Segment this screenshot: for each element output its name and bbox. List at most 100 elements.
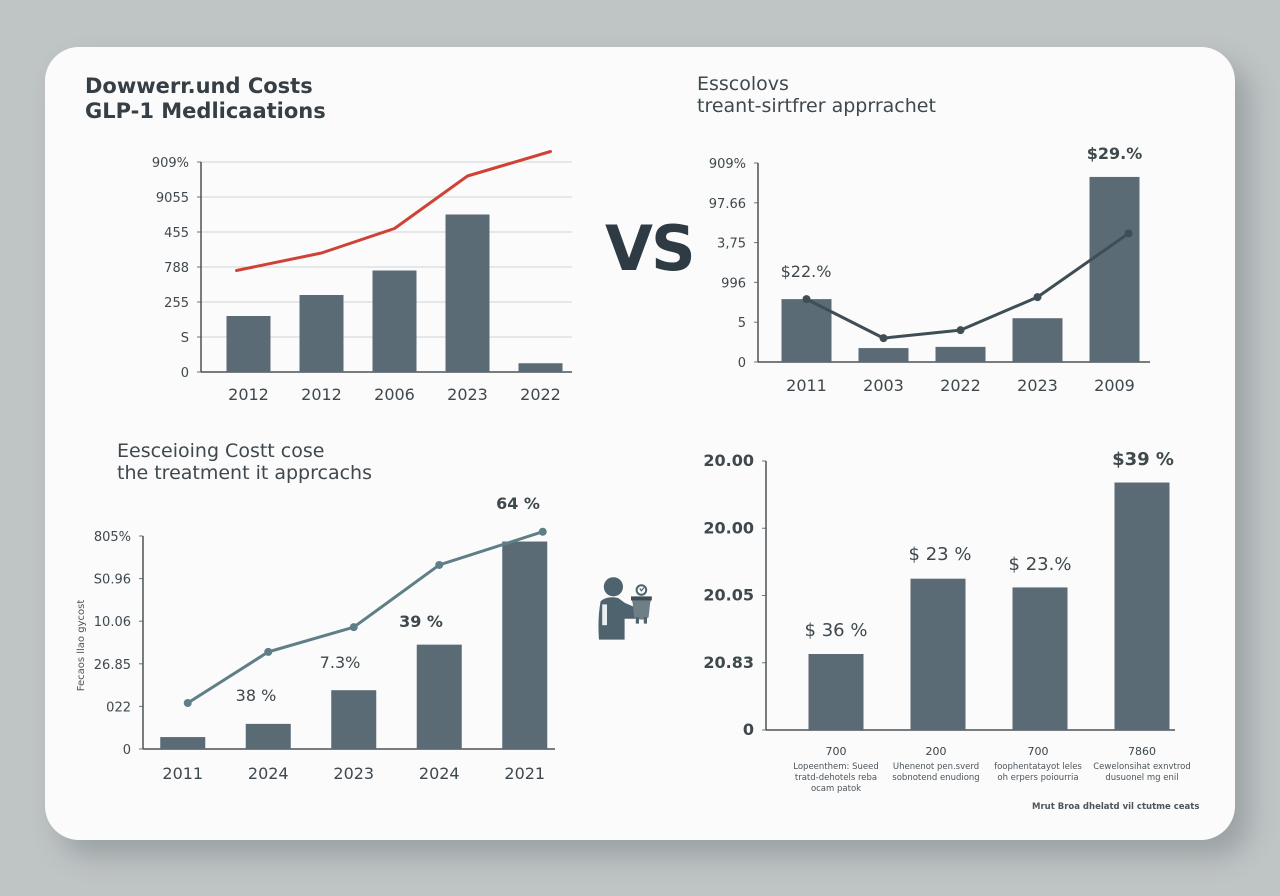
bar	[226, 316, 271, 372]
x-tick-label: 2023	[333, 764, 374, 783]
x-tick-label: 2012	[228, 385, 269, 404]
y-tick-label: 909%	[709, 157, 746, 172]
y-tick-label: 97.66	[709, 197, 746, 212]
y-tick-label: 0	[743, 720, 754, 739]
chart-title-bottom-left: Eesceioing Costt cose the treatment it a…	[117, 440, 372, 485]
x-tick-label: 2006	[374, 385, 415, 404]
x-tick-label: 2011	[786, 376, 827, 395]
category-value: 7860	[1128, 745, 1156, 758]
category-value: 700	[1027, 745, 1049, 758]
y-tick-label: 3,75	[717, 237, 746, 252]
bar	[245, 723, 291, 749]
y-tick-label: 909%	[152, 156, 189, 171]
data-label: $22.%	[781, 262, 832, 281]
trend-point	[264, 647, 273, 656]
bar	[1012, 587, 1068, 730]
y-tick-label: 788	[164, 261, 189, 276]
category-note-2: 200 Uhenenot pen.sverd sobnotend enudion…	[868, 745, 1004, 784]
title-line-2: treant-sirtfrer apprrachet	[697, 95, 936, 118]
y-tick-label: 20.00	[703, 518, 754, 537]
bar	[1012, 318, 1063, 362]
trend-line	[186, 530, 545, 705]
bar	[1114, 482, 1170, 730]
y-tick-label: 26.85	[94, 658, 131, 673]
category-note-3: 700 foophentatayot leles oh erpers poiou…	[970, 745, 1106, 784]
data-label: $39 %	[1112, 449, 1174, 470]
trend-point	[538, 527, 547, 536]
x-tick-label: 2003	[863, 376, 904, 395]
x-tick-label: 2022	[940, 376, 981, 395]
bar	[858, 348, 909, 362]
source-note: Mrut Broa dhelatd vil ctutme ceats	[1032, 802, 1200, 812]
trend-point	[802, 295, 811, 304]
y-tick-label: 0	[181, 366, 189, 381]
data-label: $ 36 %	[805, 620, 868, 641]
category-note-1: 700 Lopeenthem: Sueed tratd-dehotels reb…	[768, 745, 904, 795]
title-line-1: Eesceioing Costt cose	[117, 440, 325, 462]
x-tick-label: 2012	[301, 385, 342, 404]
y-tick-label: 0	[123, 743, 131, 758]
bar	[416, 644, 462, 749]
data-label: 39 %	[399, 612, 443, 631]
bar	[160, 737, 206, 749]
y-tick-label: 20.83	[703, 653, 754, 672]
data-label: 7.3%	[320, 653, 361, 672]
y-tick-label: S	[181, 331, 189, 346]
bar	[781, 299, 832, 362]
bar	[910, 578, 966, 730]
chart-title-top-right: Esscolovs treant-sirtfrer apprrachet	[697, 73, 936, 118]
category-desc: ocam patok	[810, 784, 862, 795]
title-line-1: Dowwerr.und Costs	[85, 74, 313, 98]
y-tick-label: 022	[106, 700, 131, 715]
title-line-2: the treatment it apprcachs	[117, 462, 372, 485]
trend-point	[183, 698, 192, 707]
x-tick-label: 2023	[1017, 376, 1058, 395]
trend-line	[805, 231, 1130, 340]
y-tick-label: 9055	[156, 191, 189, 206]
bar	[935, 346, 986, 362]
chart-title-top-left: Dowwerr.und Costs GLP-1 Medlicaations	[85, 74, 326, 124]
y-tick-label: 255	[164, 296, 189, 311]
data-label: $29.%	[1087, 144, 1143, 163]
trend-point	[349, 623, 358, 632]
category-desc: dusuonel mg enil	[1105, 773, 1179, 784]
trend-point	[1033, 293, 1042, 302]
title-line-2: GLP-1 Medlicaations	[85, 98, 326, 123]
y-tick-label: 10.06	[94, 615, 131, 630]
vs-label: VS	[605, 212, 696, 285]
person-holding-pot-icon	[598, 577, 652, 640]
category-desc: Lopeenthem: Sueed	[793, 762, 879, 773]
y-tick-label: 20.00	[703, 451, 754, 470]
x-tick-label: 2021	[504, 764, 545, 783]
bar	[1089, 176, 1140, 362]
bar	[518, 363, 563, 372]
category-desc: Cewelonsihat exnvtrod	[1093, 762, 1191, 773]
data-label: 64 %	[496, 494, 540, 513]
y-tick-label: 0	[738, 356, 746, 371]
y-tick-label: 5	[738, 316, 746, 331]
data-label: $ 23 %	[909, 544, 972, 565]
x-tick-label: 2024	[248, 764, 289, 783]
y-tick-label: 455	[164, 226, 189, 241]
category-desc: oh erpers poiourria	[997, 773, 1079, 784]
bar	[502, 541, 548, 749]
y-tick-label: S0.96	[94, 573, 131, 588]
bar	[299, 295, 344, 372]
x-tick-label: 2011	[162, 764, 203, 783]
bar	[331, 690, 377, 749]
category-value: 700	[825, 745, 847, 758]
data-label: 38 %	[236, 686, 277, 705]
y-tick-label: 996	[721, 276, 746, 291]
category-value: 200	[925, 745, 947, 758]
category-desc: sobnotend enudiong	[892, 773, 980, 784]
x-tick-label: 2009	[1094, 376, 1135, 395]
data-label: $ 23.%	[1009, 554, 1072, 575]
y-tick-label: 805%	[94, 530, 131, 545]
bar	[808, 654, 864, 730]
category-desc: foophentatayot leles	[994, 762, 1082, 773]
trend-point	[435, 560, 444, 569]
trend-point	[956, 326, 965, 335]
category-note-4: 7860 Cewelonsihat exnvtrod dusuonel mg e…	[1072, 745, 1212, 784]
bar	[445, 214, 490, 372]
